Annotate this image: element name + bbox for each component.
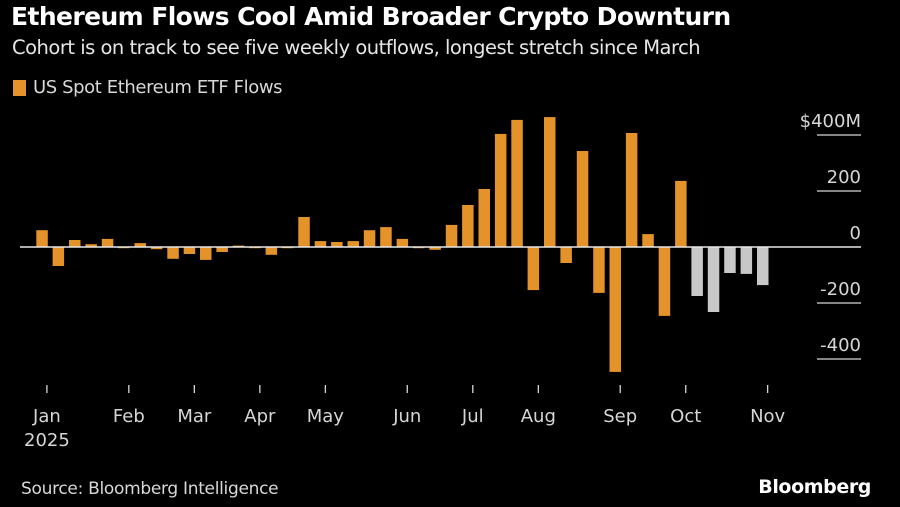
y-tick-label: -400 [820,335,861,356]
bar [167,247,179,259]
bar-highlighted [724,247,736,273]
bar-highlighted [707,247,720,312]
bar [380,227,392,247]
y-tick-label: 0 [850,223,861,244]
bar [527,247,540,291]
chart-title: Ethereum Flows Cool Amid Broader Crypto … [11,2,731,31]
x-tick-label: May [307,406,345,427]
bar [429,247,441,250]
x-tick-label: Nov [750,406,785,427]
bar [216,247,228,252]
bar [150,247,163,250]
bar [347,241,359,247]
bar [658,247,671,316]
y-tick-label: -200 [820,279,861,300]
x-tick-label: Aug [521,406,556,427]
x-tick-label: Jan [32,406,61,427]
bar [478,189,490,247]
x-axis: Jan 2025 Feb Mar Apr May Jun Jul Aug Sep Oct Nov [24,385,786,451]
bar-highlighted [740,247,753,274]
bar [593,247,605,293]
y-axis: $400M 200 0 -200 -400 [800,111,861,360]
bar [576,151,589,247]
source-note: Source: Bloomberg Intelligence [21,479,279,499]
x-tick-label: Jul [461,406,484,427]
x-tick-label: Apr [244,406,276,427]
x-tick-label: Mar [177,406,212,427]
y-tick-label: $400M [800,111,861,132]
bar [445,224,458,247]
bar [625,133,638,247]
bar [642,234,654,247]
legend-label: US Spot Ethereum ETF Flows [33,77,283,98]
legend-swatch [13,79,26,96]
bar [396,238,409,247]
x-tick-year-label: 2025 [24,430,70,451]
bar [183,247,196,254]
bar [544,117,556,247]
x-tick-label: Sep [603,406,637,427]
bar [675,180,687,247]
bar [331,242,343,247]
bar [314,241,327,247]
bar-highlighted [691,247,703,296]
bars-group [36,117,769,372]
bar [462,205,474,247]
bar [101,238,114,247]
bar [609,247,621,372]
bar [85,244,97,247]
bar [200,247,212,260]
bar [511,119,523,247]
y-tick-label: 200 [827,167,861,188]
legend: US Spot Ethereum ETF Flows [13,77,283,98]
x-tick-label: Oct [670,406,701,427]
chart-subtitle: Cohort is on track to see five weekly ou… [12,36,701,59]
bar-highlighted [757,247,769,286]
bloomberg-logo: Bloomberg [758,476,871,498]
bar [560,247,572,263]
bar [36,230,48,247]
bar [69,240,81,247]
bar [298,217,310,247]
bar [363,230,376,247]
bar [494,133,507,247]
bar [265,247,278,255]
bar [52,247,65,266]
bar [134,243,146,247]
x-tick-label: Feb [113,406,145,427]
x-tick-label: Jun [392,406,421,427]
